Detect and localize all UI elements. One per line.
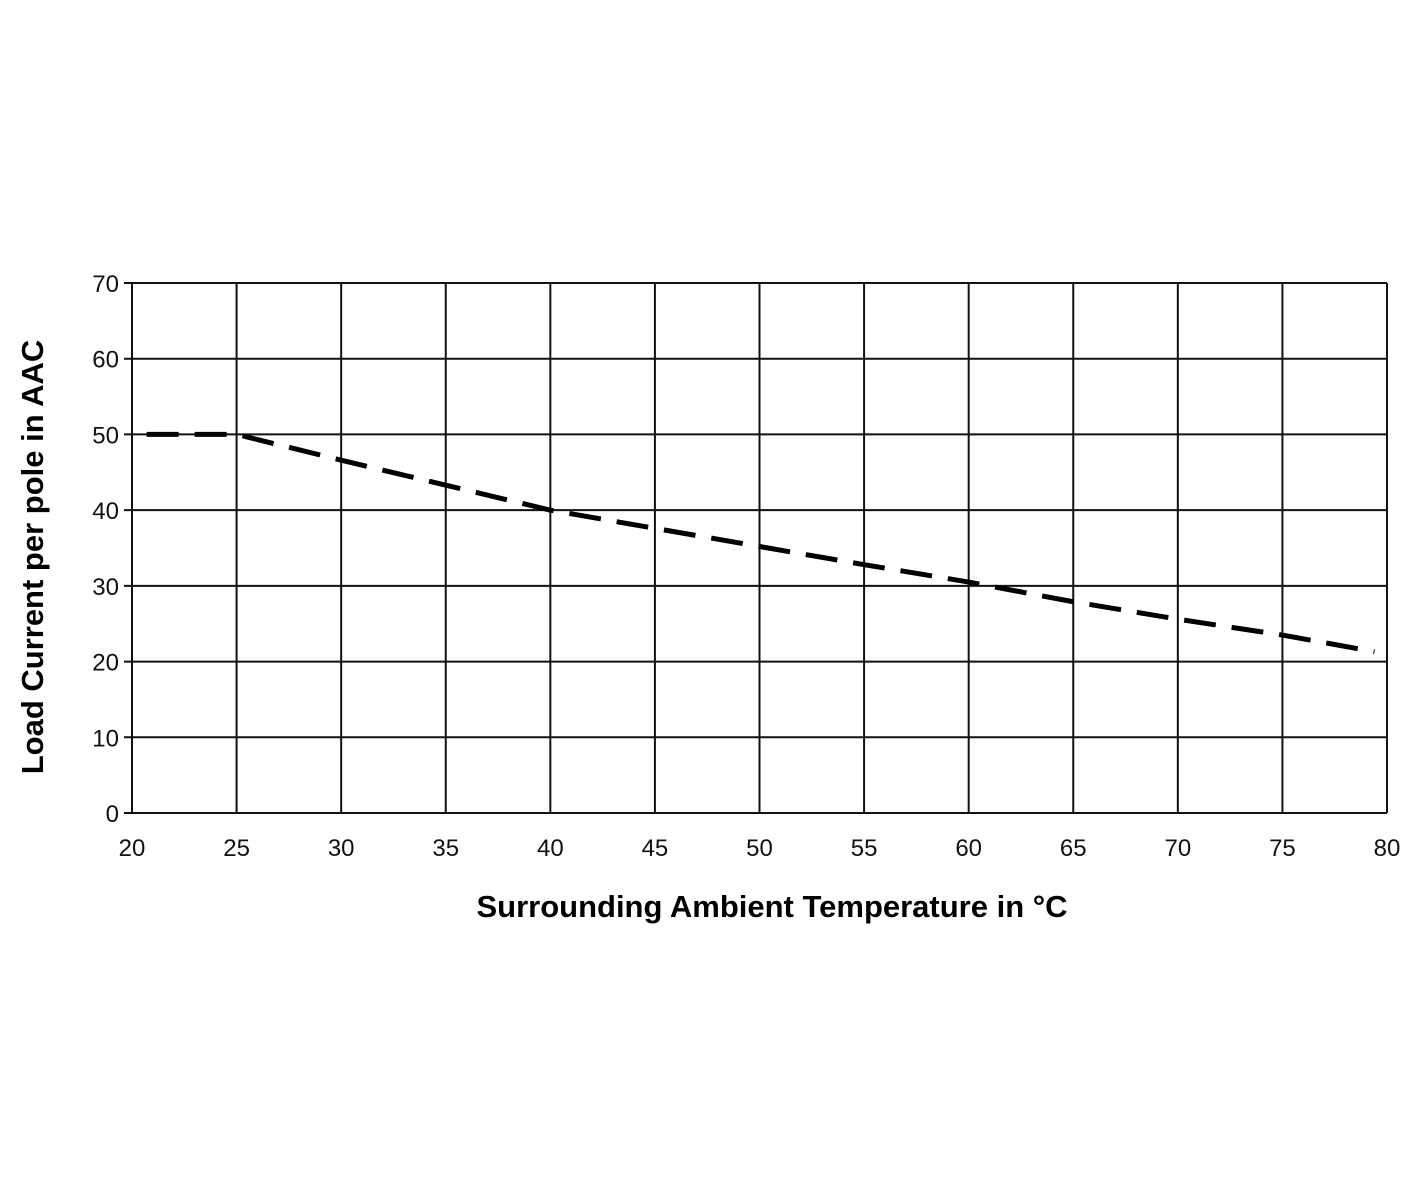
x-tick-label: 30 [328,835,355,862]
y-tick-label: 70 [92,271,119,298]
x-tick-label: 75 [1269,835,1296,862]
x-tick-label: 55 [851,835,878,862]
x-tick-label: 20 [119,835,146,862]
series [146,431,1375,655]
y-tick-label: 30 [92,574,119,601]
y-tick-labels: 0 10 20 30 40 50 60 70 [92,271,119,828]
x-tick-label: 65 [1060,835,1087,862]
y-tick-label: 10 [92,725,119,752]
y-tick-label: 0 [106,801,119,828]
x-tick-label: 40 [537,835,564,862]
y-tick-label: 60 [92,347,119,374]
x-tick-label: 70 [1164,835,1191,862]
series-line-derating [146,431,1375,655]
x-tick-label: 35 [432,835,459,862]
x-tick-label: 25 [223,835,250,862]
y-tick-label: 50 [92,422,119,449]
grid [124,282,1388,814]
x-tick-label: 80 [1374,835,1401,862]
x-tick-label: 50 [746,835,773,862]
x-tick-labels: 20 25 30 35 40 45 50 55 60 65 70 75 80 [119,835,1401,862]
x-tick-label: 45 [642,835,669,862]
x-tick-label: 60 [955,835,982,862]
y-tick-label: 40 [92,498,119,525]
y-axis-label: Load Current per pole in AAC [15,340,50,775]
x-axis-label: Surrounding Ambient Temperature in °C [476,889,1067,924]
y-tick-label: 20 [92,650,119,677]
